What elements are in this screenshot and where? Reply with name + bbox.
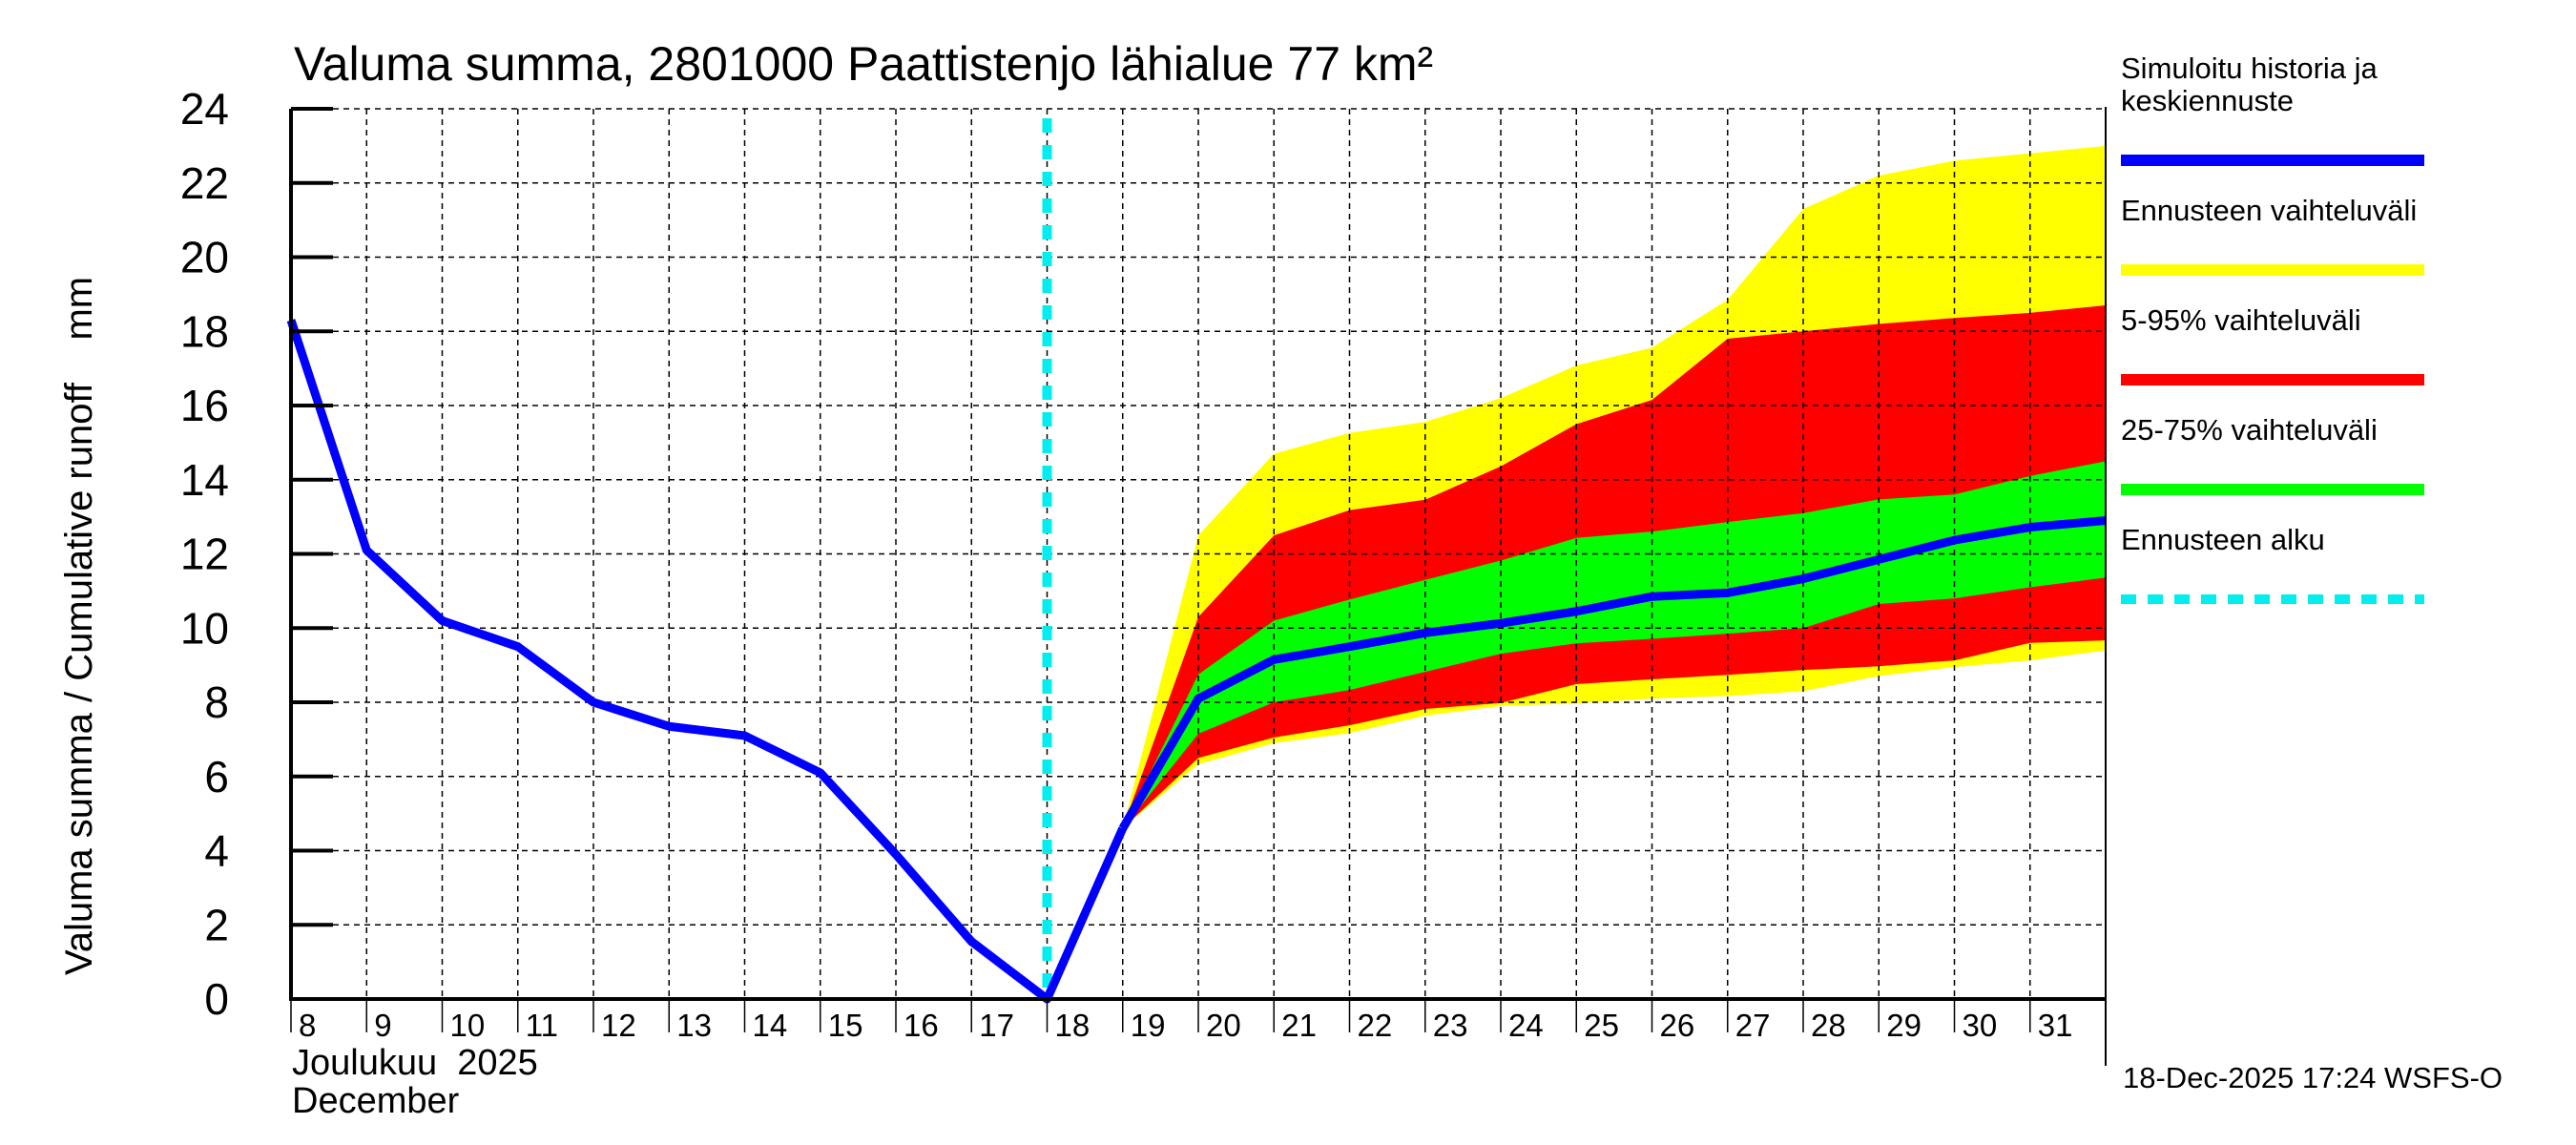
x-tick-label: 22: [1358, 1008, 1393, 1043]
x-tick-label: 16: [904, 1008, 939, 1043]
x-tick-label: 31: [2038, 1008, 2073, 1043]
x-tick-label: 25: [1584, 1008, 1619, 1043]
y-tick-label: 4: [204, 826, 229, 876]
x-tick-label: 19: [1131, 1008, 1166, 1043]
x-tick-label: 24: [1508, 1008, 1544, 1043]
y-tick-label: 22: [180, 158, 229, 208]
legend-swatch: [2121, 484, 2424, 495]
x-tick-label: 23: [1433, 1008, 1468, 1043]
legend-label: Ennusteen alku: [2121, 523, 2325, 556]
legend-swatch: [2121, 155, 2424, 166]
x-tick-label: 20: [1206, 1008, 1241, 1043]
y-tick-label: 16: [180, 381, 229, 430]
x-tick-label: 26: [1660, 1008, 1695, 1043]
y-tick-label: 14: [180, 455, 229, 505]
legend-swatch: [2121, 264, 2424, 276]
x-tick-label: 17: [979, 1008, 1014, 1043]
x-tick-label: 13: [676, 1008, 712, 1043]
y-tick-label: 0: [204, 974, 229, 1024]
y-tick-label: 20: [180, 233, 229, 282]
legend-label: Ennusteen vaihteluväli: [2121, 194, 2417, 227]
y-tick-label: 18: [180, 306, 229, 356]
footer-timestamp: 18-Dec-2025 17:24 WSFS-O: [2123, 1061, 2503, 1094]
forecast-bands: [1122, 145, 2106, 829]
axes: [289, 107, 2107, 1066]
y-tick-label: 8: [204, 677, 229, 727]
x-tick-label: 8: [299, 1008, 316, 1043]
y-tick-label: 12: [180, 530, 229, 579]
series-lines: [286, 118, 2107, 1004]
x-tick-label: 15: [828, 1008, 863, 1043]
x-tick-label: 12: [601, 1008, 636, 1043]
y-axis-label: Valuma summa / Cumulative runoff mm: [58, 277, 100, 975]
x-tick-label: 30: [1963, 1008, 1998, 1043]
x-tick-label: 9: [374, 1008, 391, 1043]
x-tick-label: 27: [1735, 1008, 1771, 1043]
legend-label: 25-75% vaihteluväli: [2121, 413, 2378, 447]
y-tick-label: 10: [180, 603, 229, 653]
legend-label: 5-95% vaihteluväli: [2121, 303, 2361, 337]
x-axis-month-en: December: [292, 1081, 460, 1121]
x-axis-month-fi: Joulukuu 2025: [292, 1043, 538, 1083]
x-tick-label: 21: [1281, 1008, 1317, 1043]
band-p25-p75: [1122, 461, 2106, 829]
x-tick-label: 28: [1811, 1008, 1846, 1043]
x-tick-label: 11: [526, 1008, 558, 1043]
history-line: [286, 319, 1127, 1004]
chart-title: Valuma summa, 2801000 Paattistenjo lähia…: [294, 37, 1433, 91]
x-tick-label: 10: [450, 1008, 486, 1043]
legend-swatch: [2121, 374, 2424, 385]
y-tick-label: 2: [204, 900, 229, 949]
median-forecast-line: [1118, 516, 2107, 831]
x-tick-label: 14: [753, 1008, 788, 1043]
y-tick-label: 24: [180, 84, 229, 134]
x-tick-label: 29: [1886, 1008, 1922, 1043]
y-tick-label: 6: [204, 752, 229, 802]
legend-label: keskiennuste: [2121, 84, 2294, 117]
x-tick-label: 18: [1055, 1008, 1091, 1043]
legend-label: Simuloitu historia ja: [2121, 52, 2379, 85]
